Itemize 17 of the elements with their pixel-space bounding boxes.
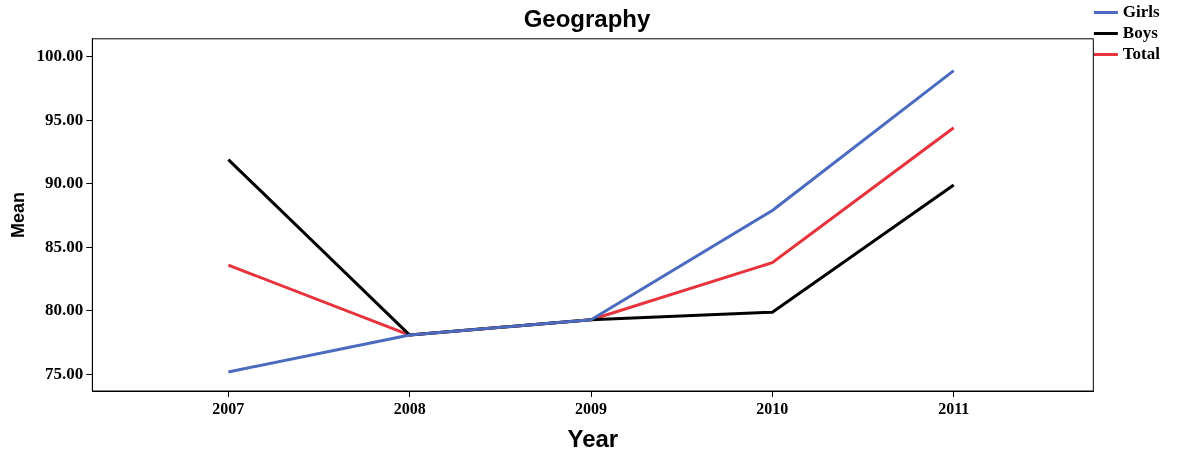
y-axis-title: Mean bbox=[7, 191, 28, 238]
y-tick-label: 95.00 bbox=[45, 109, 84, 129]
legend-label: Girls bbox=[1122, 1, 1161, 21]
x-axis-title: Year bbox=[567, 425, 619, 453]
y-tick-label: 85.00 bbox=[45, 236, 84, 256]
legend-label: Total bbox=[1122, 43, 1161, 63]
chart-title: Geography bbox=[523, 5, 651, 33]
y-tick-label: 90.00 bbox=[45, 173, 84, 193]
x-tick-label: 2011 bbox=[938, 399, 970, 417]
y-tick-label: 100.00 bbox=[36, 45, 84, 65]
y-tick-label: 75.00 bbox=[45, 363, 84, 383]
legend-label: Boys bbox=[1122, 22, 1159, 42]
y-tick-label: 80.00 bbox=[45, 300, 84, 320]
x-tick-label: 2008 bbox=[393, 399, 426, 417]
x-tick-label: 2007 bbox=[212, 399, 245, 417]
x-tick-label: 2010 bbox=[756, 399, 789, 417]
x-tick-label: 2009 bbox=[575, 399, 608, 417]
